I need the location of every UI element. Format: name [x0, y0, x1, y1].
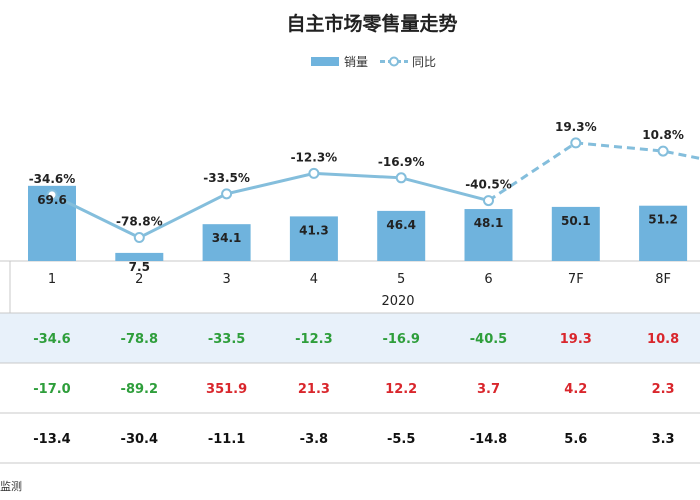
table-cell: 351.9	[206, 382, 247, 397]
x-tick-label: 1	[48, 272, 56, 287]
x-tick-label: 2	[135, 272, 143, 287]
yoy-point-4	[308, 167, 320, 179]
yoy-line	[46, 137, 700, 244]
yoy-value-label: -40.5%	[465, 178, 512, 192]
table-cell: -14.8	[470, 432, 507, 447]
table-cell: 10.8	[647, 332, 679, 347]
table-cell: -16.9	[382, 332, 419, 347]
table-cell: -13.4	[33, 432, 70, 447]
yoy-value-label: -78.8%	[116, 215, 163, 229]
data-table: -34.6 -78.8 -33.5 -12.3 -16.9 -40.5 19.3 10.8 -1…	[33, 332, 679, 447]
legend: 销量 同比	[311, 55, 436, 69]
x-tick-label: 7F	[568, 272, 584, 287]
table-cell: 21.3	[298, 382, 330, 397]
yoy-value-label: 19.3%	[555, 120, 597, 134]
source-note: 监测	[0, 480, 22, 493]
table-cell: -17.0	[33, 382, 70, 397]
bar-value-label: 34.1	[212, 231, 242, 245]
year-label: 2020	[381, 294, 414, 309]
bar-value-label: 46.4	[386, 218, 416, 232]
table-cell: -12.3	[295, 332, 332, 347]
table-cell: 3.7	[477, 382, 500, 397]
table-cell: -33.5	[208, 332, 245, 347]
bar-value-label: 41.3	[299, 223, 329, 237]
yoy-point-1	[46, 189, 58, 201]
table-cell: -5.5	[387, 432, 415, 447]
legend-bar-label: 销量	[344, 55, 368, 69]
table-cell: -34.6	[33, 332, 70, 347]
table-cell: 3.3	[652, 432, 675, 447]
yoy-line-forecast	[487, 141, 700, 202]
yoy-value-label: -16.9%	[378, 155, 425, 169]
table-cell: 19.3	[560, 332, 592, 347]
yoy-line-actual	[51, 171, 489, 240]
bar-value-label: 69.6	[37, 193, 67, 207]
x-axis-ticks: 1 2 3 4 5 6 7F 8F	[48, 272, 671, 287]
yoy-point-2	[133, 232, 145, 244]
table-cell: 12.2	[385, 382, 417, 397]
table-cell: -89.2	[121, 382, 158, 397]
chart-title: 自主市场零售量走势	[286, 12, 457, 35]
x-tick-label: 8F	[655, 272, 671, 287]
table-cell: -78.8	[121, 332, 158, 347]
bars	[28, 185, 688, 261]
yoy-value-label: -12.3%	[291, 150, 338, 164]
table-cell: 4.2	[564, 382, 587, 397]
table-cell: -30.4	[121, 432, 158, 447]
yoy-value-label: -33.5%	[203, 171, 250, 185]
bar-5	[377, 210, 426, 261]
first-table-row-band	[0, 313, 700, 363]
data-labels: 69.6 7.5 34.1 41.3 46.4 48.1 50.1 51.2 -34.6% -78…	[29, 120, 684, 274]
yoy-value-label: 10.8%	[642, 128, 684, 142]
table-cell: -3.8	[300, 432, 328, 447]
table-cell: 2.3	[652, 382, 675, 397]
bar-value-label: 7.5	[129, 260, 150, 274]
yoy-point-3	[221, 188, 233, 200]
bar-value-label: 48.1	[474, 216, 504, 230]
x-tick-label: 3	[222, 272, 230, 287]
table-cell: -40.5	[470, 332, 507, 347]
bar-value-label: 50.1	[561, 214, 591, 228]
legend-line-label: 同比	[412, 55, 436, 69]
table-cell: 5.6	[564, 432, 587, 447]
table-cell: -11.1	[208, 432, 245, 447]
x-tick-label: 4	[310, 272, 318, 287]
bar-6	[464, 209, 513, 261]
bar-8F	[639, 205, 688, 261]
bar-3	[202, 224, 251, 261]
x-tick-label: 5	[397, 272, 405, 287]
yoy-value-label: -34.6%	[29, 172, 76, 186]
yoy-point-5	[395, 172, 407, 184]
yoy-point-7F	[570, 137, 582, 149]
bar-7F	[551, 206, 600, 261]
bar-2	[115, 252, 164, 261]
bar-4	[289, 216, 338, 261]
legend-line-marker	[389, 56, 399, 67]
x-tick-label: 6	[484, 272, 492, 287]
legend-bar-swatch	[311, 57, 339, 66]
yoy-point-6	[483, 195, 494, 207]
bar-value-label: 51.2	[648, 213, 678, 227]
yoy-point-8F	[657, 145, 669, 157]
